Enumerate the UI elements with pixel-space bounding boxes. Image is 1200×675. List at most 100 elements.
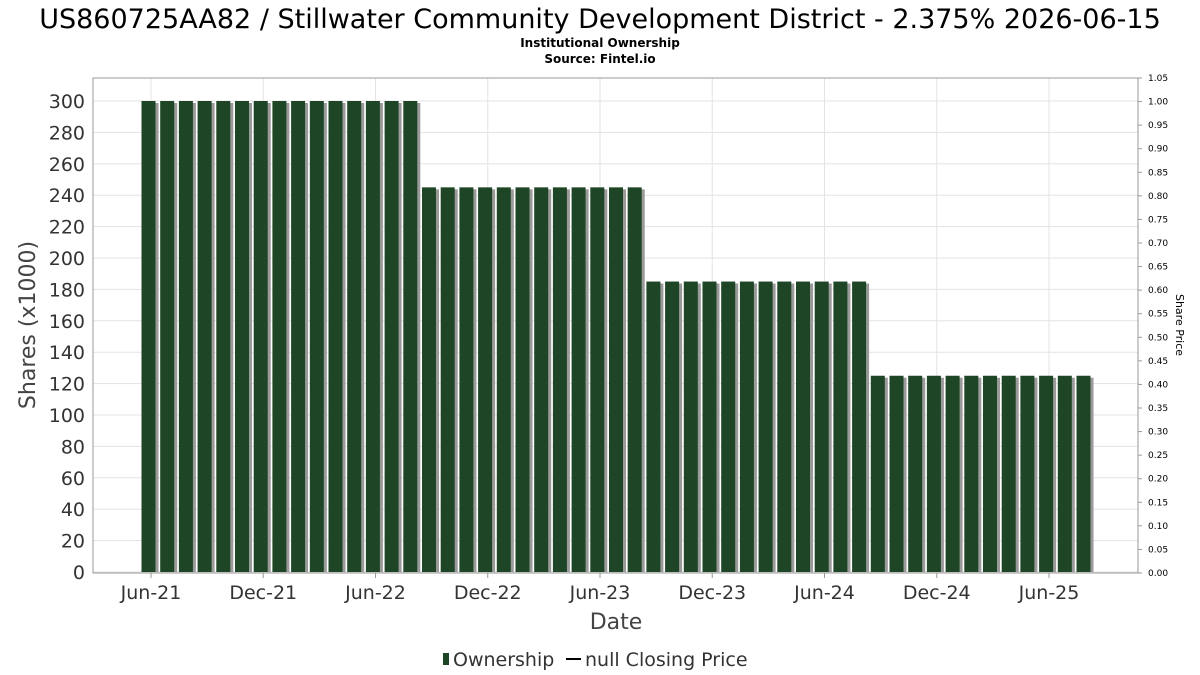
bar-ownership [365,101,380,572]
y-tick-label: 120 [49,374,85,396]
x-axis-ticks: Jun-21 Dec-21 Jun-22 Dec-22 Jun-23 Dec-23 Jun-… [120,573,1080,604]
bar-ownership [534,187,549,572]
chart-title: US860725AA82 / Stillwater Community Deve… [39,4,1161,35]
y-tick-label: 200 [49,248,85,270]
y2-tick-label: 0.85 [1148,168,1168,178]
y2-tick-label: 0.25 [1148,451,1168,461]
y2-tick-label: 0.70 [1148,239,1168,249]
x-tick-label: Jun-24 [793,582,855,604]
bar-ownership [403,101,418,572]
x-tick-label: Jun-22 [344,582,406,604]
y2-tick-label: 0.20 [1148,475,1168,485]
x-tick-label: Jun-25 [1018,582,1080,604]
bar-ownership [983,375,997,572]
bar-ownership [796,281,810,572]
bar-ownership [515,187,530,572]
y2-tick-label: 0.50 [1148,333,1168,343]
bar-ownership [665,281,680,572]
y2-axis-label: Share Price [1173,294,1186,356]
bar-ownership [852,281,867,572]
bar-ownership [814,281,829,572]
bar-ownership [141,101,156,572]
chart-subtitle: Institutional Ownership [520,36,680,50]
bar-ownership [683,281,698,572]
x-tick-label: Jun-21 [120,582,182,604]
y2-tick-label: 0.60 [1148,286,1168,296]
y-tick-label: 160 [49,311,85,333]
bar-ownership [384,101,399,572]
bar-ownership [160,101,175,572]
y-tick-label: 40 [61,499,85,521]
y-axis-ticks: 0 20 40 60 80 100 120 140 160 180 200 220 240 260 280 3… [49,91,85,584]
y2-tick-label: 0.80 [1148,192,1168,202]
bar-ownership [291,101,306,572]
y2-tick-label: 0.45 [1148,357,1168,367]
y2-tick-label: 0.15 [1148,498,1168,508]
y2-tick-label: 0.10 [1148,522,1168,532]
x-axis-label: Date [590,610,643,635]
y2-tick-label: 0.55 [1148,310,1168,320]
bar-ownership [1039,375,1054,572]
bar-ownership [1020,375,1035,572]
y2-tick-label: 0.35 [1148,404,1168,414]
y-tick-label: 140 [49,342,85,364]
bar-ownership [253,101,268,572]
bar-ownership [496,187,511,572]
bar-ownership [571,187,586,572]
bar-ownership [309,101,324,572]
bar-ownership [1076,375,1091,572]
y-tick-label: 300 [49,91,85,113]
y-tick-label: 180 [49,279,85,301]
bar-ownership [870,375,885,572]
bar-ownership [347,101,362,572]
bar-ownership [739,281,754,572]
x-tick-label: Dec-21 [229,582,297,604]
y2-tick-label: 0.40 [1148,380,1168,390]
bar-ownership [964,375,979,572]
bar-swatch-icon [443,653,449,665]
y2-axis-ticks: 0.00 0.05 0.10 0.15 0.20 0.25 0.30 0.35 0.40 0.45… [1138,74,1168,579]
bar-ownership [440,187,455,572]
bar-ownership [552,187,567,572]
bar-ownership [459,187,474,572]
legend: Ownership null Closing Price [443,649,748,671]
y-tick-label: 220 [49,217,85,239]
bar-ownership [889,375,904,572]
bar-ownership [328,101,343,572]
x-tick-label: Dec-24 [903,582,971,604]
y2-tick-label: 0.30 [1148,428,1168,438]
y-tick-label: 280 [49,122,85,144]
chart-source: Source: Fintel.io [544,52,655,66]
y2-tick-label: 0.65 [1148,263,1168,273]
bar-ownership [758,281,773,572]
y2-tick-label: 0.95 [1148,121,1168,131]
bar-ownership [702,281,717,572]
y-tick-label: 80 [61,436,85,458]
y2-tick-label: 0.90 [1148,145,1168,155]
y2-tick-label: 1.05 [1148,74,1168,84]
legend-label-ownership: Ownership [453,649,554,671]
bar-ownership [422,187,436,572]
y2-tick-label: 1.00 [1148,98,1168,108]
bar-ownership [777,281,792,572]
bar-ownership [1057,375,1072,572]
bar-series-ownership [141,101,1094,572]
y-tick-label: 20 [61,531,85,553]
bar-ownership [609,187,623,572]
bar-ownership [646,281,661,572]
x-tick-label: Dec-23 [678,582,746,604]
bar-ownership [1001,375,1016,572]
y-tick-label: 100 [49,405,85,427]
bar-ownership [478,187,493,572]
y-tick-label: 260 [49,154,85,176]
bar-ownership [216,101,231,572]
bar-ownership [833,281,848,572]
bar-ownership [178,101,193,572]
y-axis-label: Shares (x1000) [16,241,41,409]
plot-frame [92,77,1139,574]
bar-ownership [235,101,249,572]
bar-ownership [926,375,941,572]
bar-ownership [627,187,642,572]
y2-tick-label: 0.75 [1148,215,1168,225]
